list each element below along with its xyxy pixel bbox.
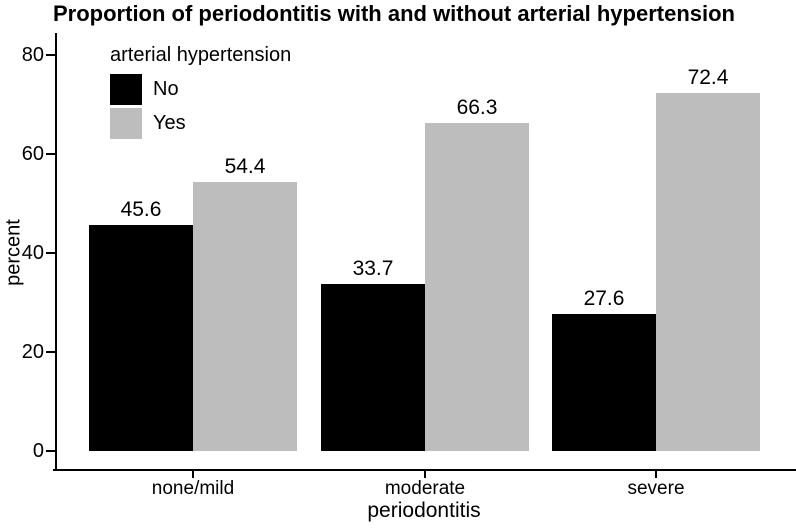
- bar-value-label: 66.3: [456, 95, 498, 119]
- x-axis-title: periodontitis: [367, 499, 481, 522]
- legend-label-no: No: [153, 78, 179, 100]
- legend-label-yes: Yes: [153, 112, 186, 134]
- legend: arterial hypertension No Yes: [110, 44, 291, 142]
- y-tick-label: 40: [21, 242, 44, 264]
- y-tick-label: 0: [32, 440, 44, 462]
- y-tick: [46, 153, 55, 155]
- x-tick: [655, 471, 657, 478]
- bar-yes-severe: [656, 92, 760, 451]
- bar-yes-moderate: [425, 122, 529, 451]
- y-tick: [46, 351, 55, 353]
- legend-swatch-yes: [110, 108, 142, 139]
- x-tick-label-moderate: moderate: [384, 478, 466, 499]
- legend-title: arterial hypertension: [110, 44, 292, 66]
- x-tick: [192, 471, 194, 478]
- y-tick-label: 60: [21, 143, 44, 165]
- bar-no-severe: [552, 314, 656, 451]
- x-tick-label-none-mild: none/mild: [151, 478, 235, 499]
- legend-item-no: No: [110, 74, 291, 105]
- bar-value-label: 45.6: [120, 198, 162, 222]
- x-tick-label-severe: severe: [627, 478, 685, 499]
- legend-items: No Yes: [110, 74, 291, 139]
- legend-swatch-no: [110, 74, 142, 105]
- x-tick: [424, 471, 426, 478]
- bar-yes-none-mild: [193, 181, 297, 451]
- y-tick: [46, 252, 55, 254]
- y-tick-label: 20: [21, 341, 44, 363]
- y-tick-label: 80: [21, 44, 44, 66]
- bar-no-moderate: [321, 284, 425, 451]
- bar-value-label: 72.4: [687, 65, 729, 89]
- y-tick: [46, 54, 55, 56]
- bar-no-none-mild: [89, 225, 193, 451]
- bar-value-label: 33.7: [352, 257, 394, 281]
- legend-item-yes: Yes: [110, 108, 291, 139]
- y-axis-line: [55, 33, 57, 471]
- chart-title: Proportion of periodontitis with and wit…: [53, 1, 735, 26]
- x-axis-line: [53, 469, 796, 471]
- bar-value-label: 54.4: [224, 154, 266, 178]
- bar-value-label: 27.6: [583, 287, 625, 311]
- y-tick: [46, 450, 55, 452]
